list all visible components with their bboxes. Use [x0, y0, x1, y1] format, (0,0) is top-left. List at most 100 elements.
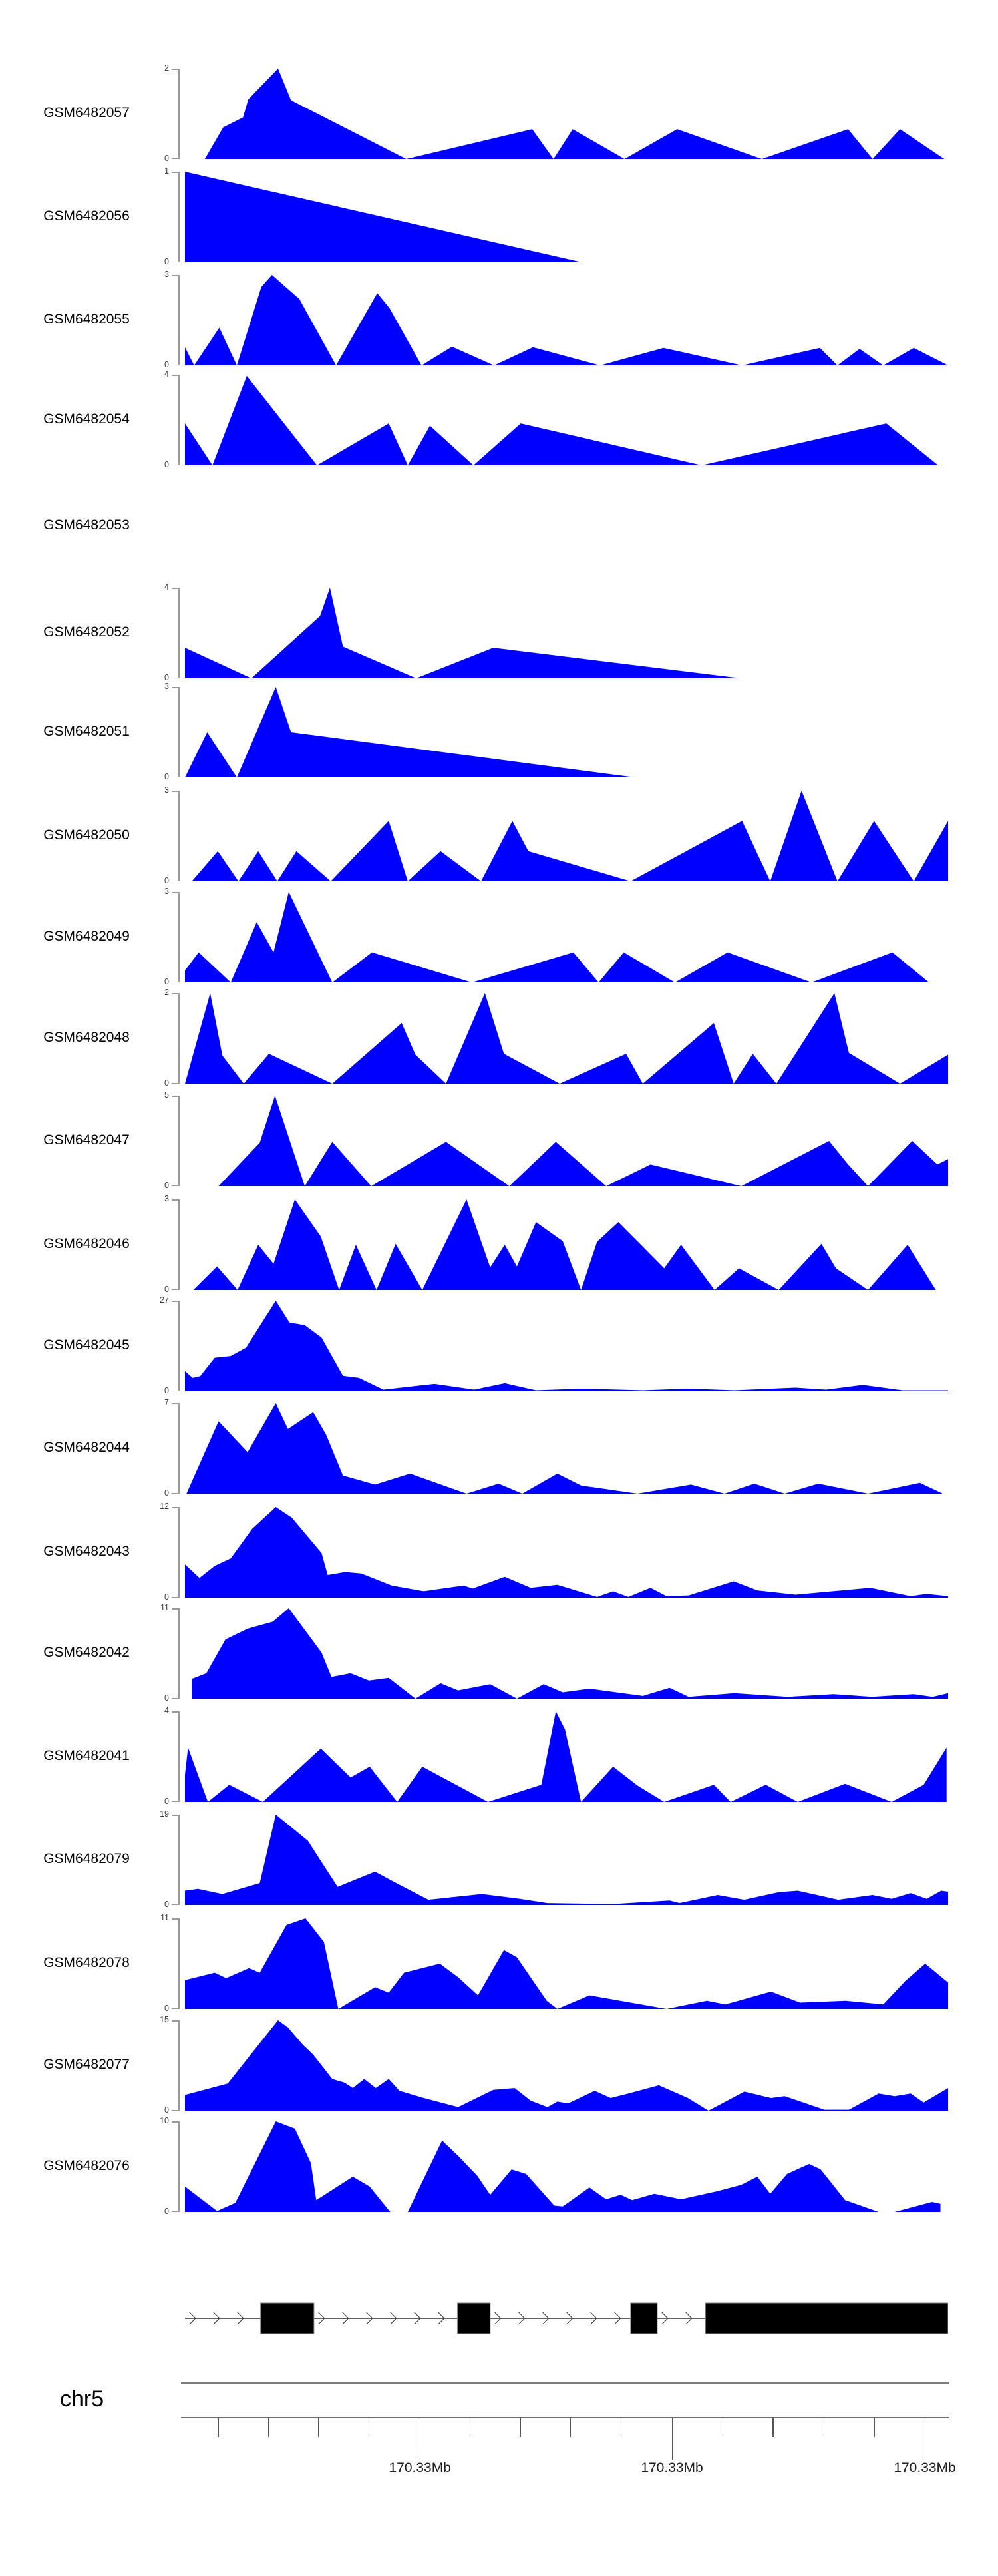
y-axis-line: [178, 1301, 180, 1391]
y-axis-line: [178, 1403, 180, 1494]
y-axis-max-label: 10: [160, 2116, 169, 2125]
coverage-area: [185, 2020, 948, 2111]
y-axis-top-tick: [172, 687, 178, 688]
y-axis-max-label: 5: [164, 1090, 169, 1100]
ruler-line: [181, 2382, 949, 2384]
coverage-area: [185, 1918, 948, 2009]
track-label: GSM6482077: [43, 2057, 130, 2072]
y-axis-zero-label: 0: [164, 1797, 169, 1806]
y-axis-top-tick: [172, 1608, 178, 1610]
y-axis-line: [178, 2121, 180, 2212]
y-axis-top-tick: [172, 1301, 178, 1302]
strand-arrow-icon: [414, 2312, 421, 2325]
y-axis-zero-label: 0: [164, 772, 169, 781]
track-label: GSM6482045: [43, 1337, 130, 1353]
y-axis-bottom-tick: [172, 2008, 178, 2009]
coverage-area: [192, 791, 948, 881]
y-axis-max-label: 4: [164, 582, 169, 592]
track-label: GSM6482057: [43, 105, 130, 120]
track-label: GSM6482078: [43, 1955, 130, 1970]
track-label: GSM6482079: [43, 1851, 130, 1866]
y-axis-max-label: 3: [164, 270, 169, 279]
strand-arrow-icon: [614, 2312, 621, 2325]
y-axis-top-tick: [172, 1403, 178, 1404]
track-label: GSM6482049: [43, 929, 130, 944]
y-axis-line: [178, 791, 180, 881]
strand-arrow-icon: [494, 2312, 502, 2325]
y-axis-max-label: 27: [160, 1295, 169, 1305]
gene-model: [185, 2302, 948, 2334]
axis-tick-label: 170.33Mb: [641, 2460, 703, 2475]
track-label: GSM6482041: [43, 1748, 130, 1763]
strand-arrow-icon: [189, 2312, 196, 2325]
axis-major-tick: [672, 2417, 673, 2460]
coverage-area: [218, 1096, 948, 1186]
track-label: GSM6482053: [43, 517, 130, 533]
y-axis-line: [178, 275, 180, 365]
y-axis-top-tick: [172, 993, 178, 994]
y-axis-zero-label: 0: [164, 977, 169, 986]
y-axis-zero-label: 0: [164, 1078, 169, 1088]
y-axis-top-tick: [172, 1918, 178, 1920]
y-axis-line: [178, 1711, 180, 1802]
coverage-area: [193, 1199, 936, 1290]
chromosome-label: chr5: [60, 2386, 104, 2412]
y-axis-zero-label: 0: [164, 1386, 169, 1395]
y-axis-top-tick: [172, 892, 178, 893]
strand-arrow-icon: [518, 2312, 526, 2325]
axis-tick-label: 170.33Mb: [894, 2460, 956, 2475]
strand-arrow-icon: [213, 2312, 220, 2325]
track-label: GSM6482047: [43, 1132, 130, 1148]
strand-arrow-icon: [661, 2312, 669, 2325]
coverage-area: [186, 1403, 943, 1494]
strand-arrow-icon: [390, 2312, 397, 2325]
strand-arrow-icon: [438, 2312, 445, 2325]
y-axis-line: [178, 1608, 180, 1699]
y-axis-bottom-tick: [172, 1390, 178, 1391]
track-label: GSM6482056: [43, 208, 130, 224]
y-axis-zero-label: 0: [164, 1592, 169, 1602]
y-axis-line: [178, 1199, 180, 1290]
y-axis-bottom-tick: [172, 364, 178, 365]
y-axis-zero-label: 0: [164, 360, 169, 369]
y-axis-bottom-tick: [172, 2109, 178, 2111]
y-axis-max-label: 15: [160, 2015, 169, 2024]
y-axis-zero-label: 0: [164, 1488, 169, 1498]
exon-box: [260, 2302, 315, 2334]
axis-minor-tick: [267, 2417, 269, 2437]
y-axis-line: [178, 1507, 180, 1598]
coverage-area: [185, 892, 948, 982]
y-axis-line: [178, 1815, 180, 1905]
track-label: GSM6482054: [43, 411, 130, 427]
coverage-area: [185, 375, 939, 465]
y-axis-bottom-tick: [172, 677, 178, 678]
y-axis-bottom-tick: [172, 1904, 178, 1905]
y-axis-line: [178, 375, 180, 465]
strand-arrow-icon: [590, 2312, 597, 2325]
track-label: GSM6482042: [43, 1645, 130, 1660]
y-axis-zero-label: 0: [164, 876, 169, 885]
y-axis-bottom-tick: [172, 1492, 178, 1494]
y-axis-max-label: 3: [164, 1194, 169, 1203]
axis-minor-tick: [874, 2417, 875, 2437]
y-axis-bottom-tick: [172, 261, 178, 262]
y-axis-line: [178, 687, 180, 777]
y-axis-top-tick: [172, 1507, 178, 1508]
y-axis-zero-label: 0: [164, 1900, 169, 1909]
strand-arrow-icon: [685, 2312, 693, 2325]
y-axis-bottom-tick: [172, 776, 178, 777]
y-axis-bottom-tick: [172, 981, 178, 982]
coverage-area: [192, 1608, 948, 1699]
y-axis-zero-label: 0: [164, 154, 169, 163]
y-axis-top-tick: [172, 2020, 178, 2022]
y-axis-max-label: 7: [164, 1398, 169, 1407]
coverage-area: [185, 1711, 947, 1802]
y-axis-bottom-tick: [172, 1289, 178, 1290]
y-axis-zero-label: 0: [164, 460, 169, 469]
y-axis-line: [178, 1096, 180, 1186]
y-axis-line: [178, 172, 180, 262]
y-axis-bottom-tick: [172, 464, 178, 465]
y-axis-line: [178, 69, 180, 159]
y-axis-top-tick: [172, 375, 178, 376]
